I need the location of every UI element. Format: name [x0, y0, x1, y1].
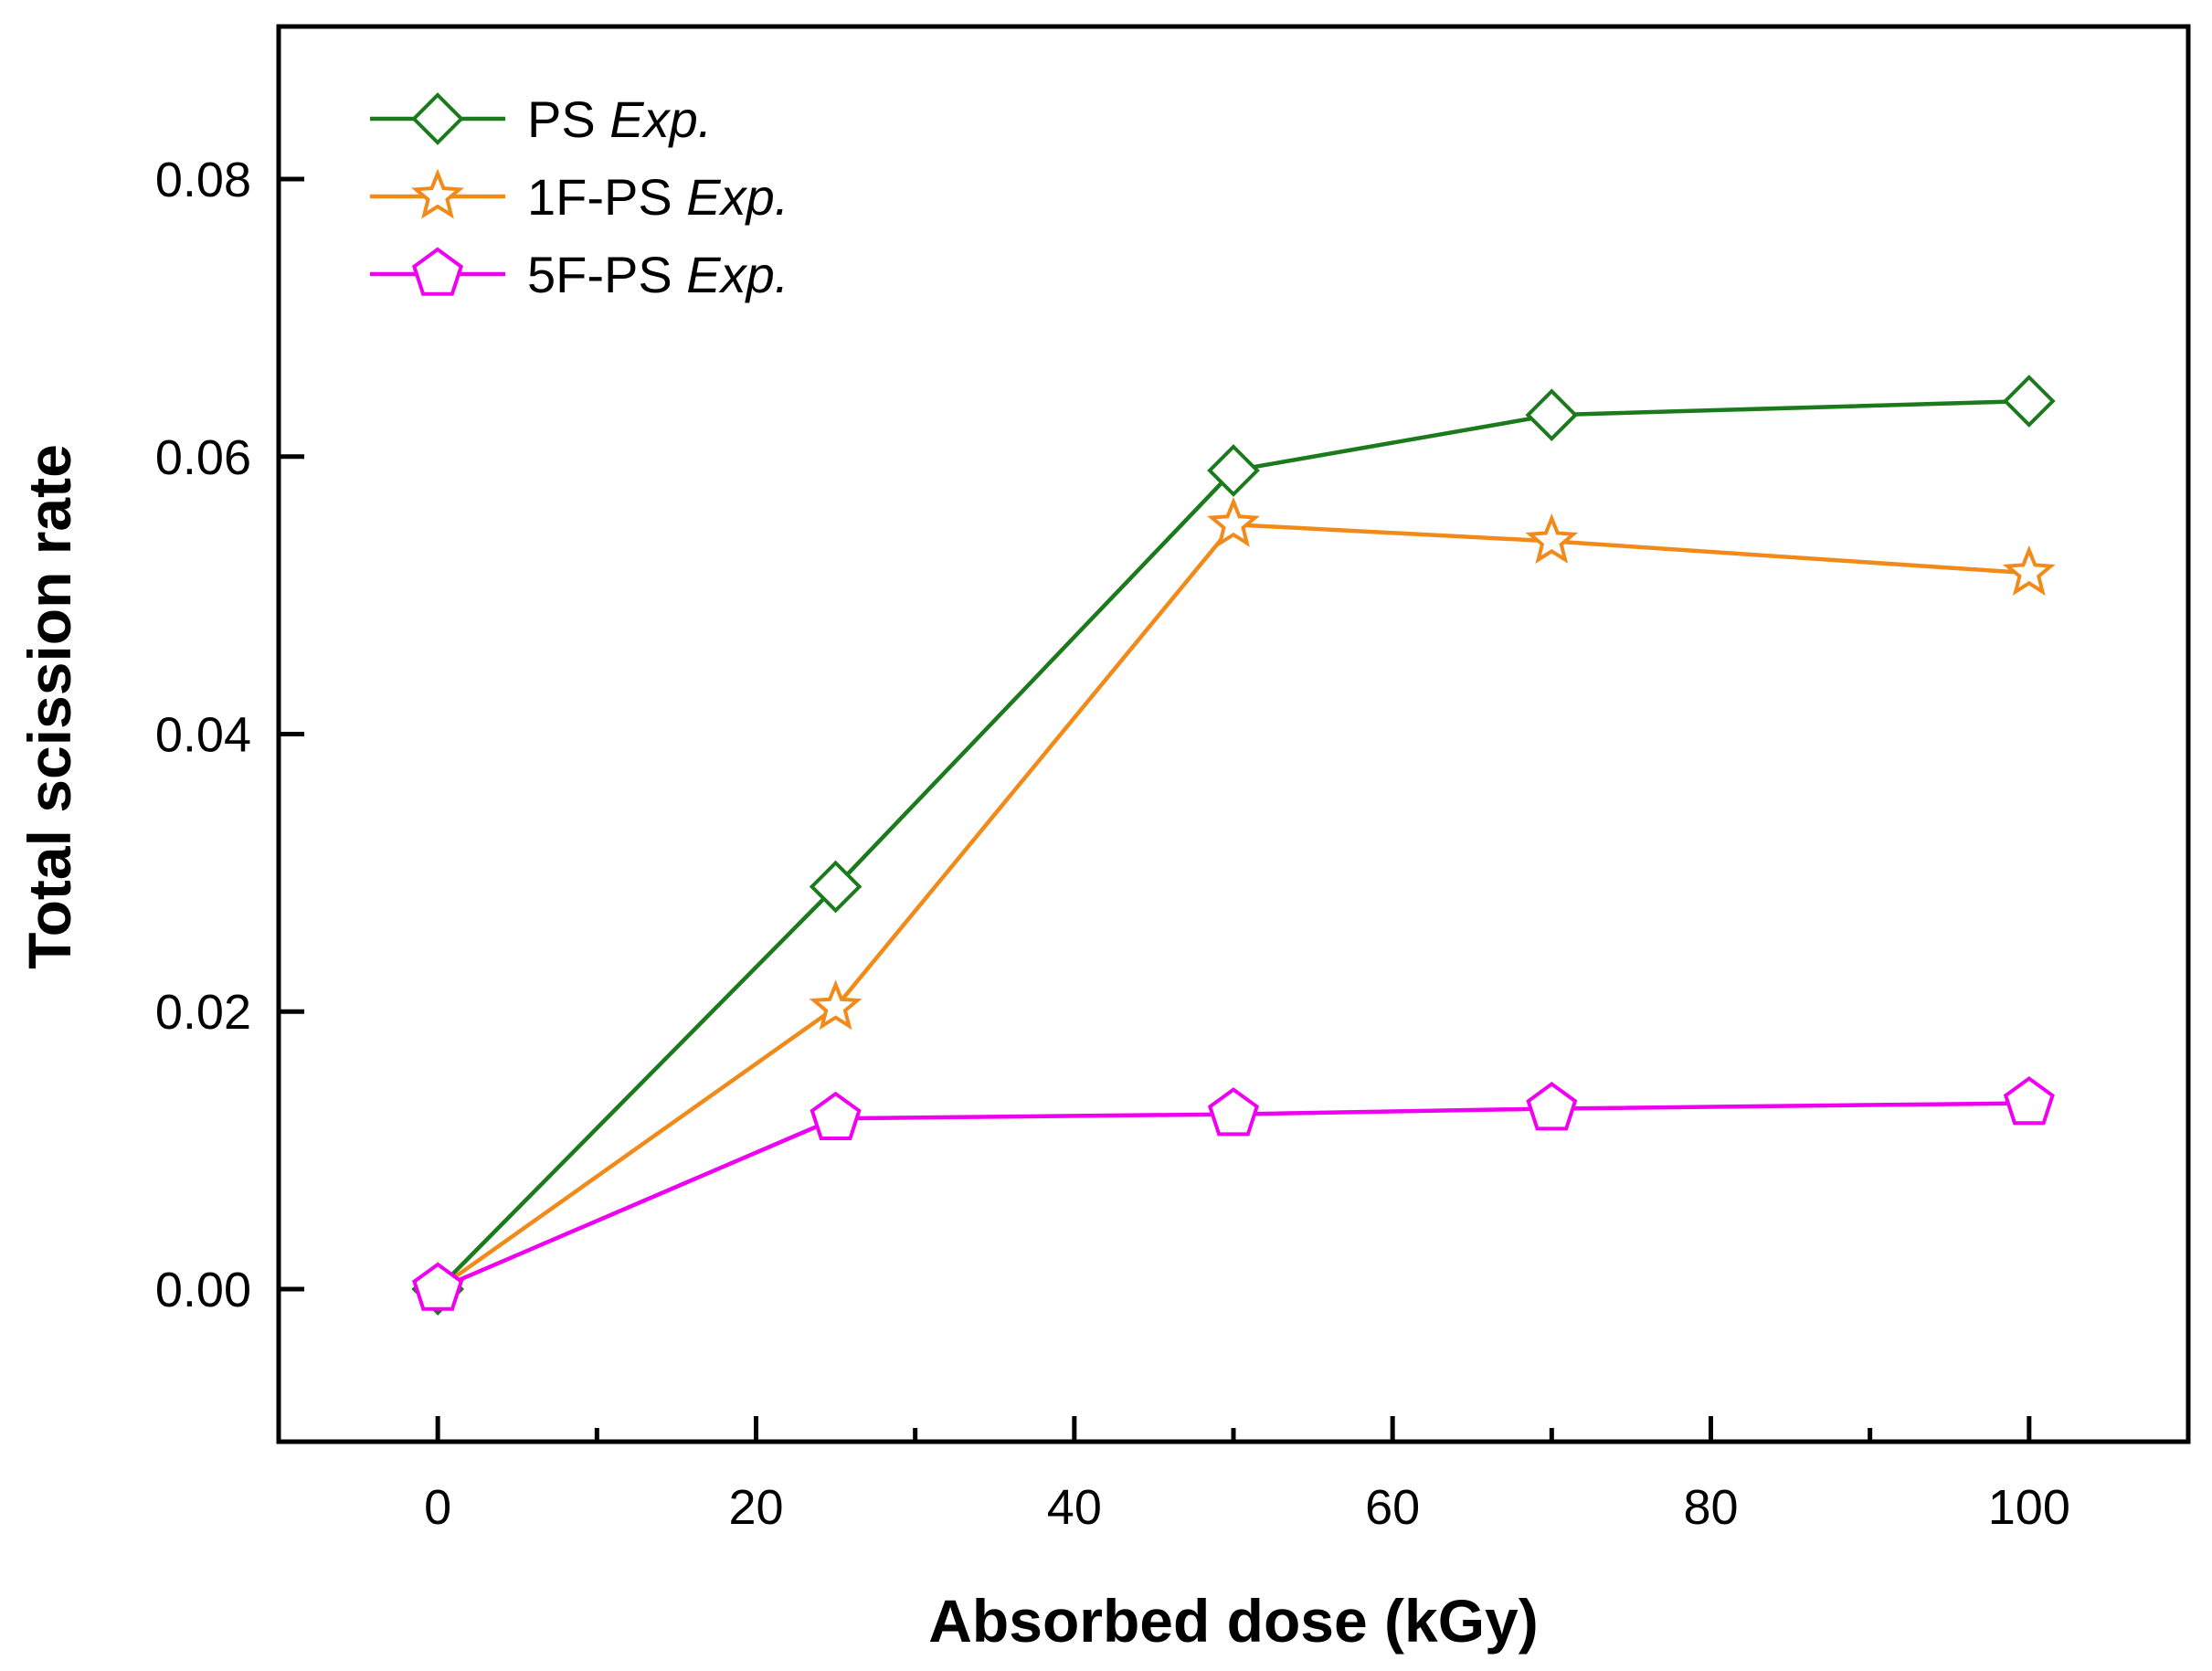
legend-label: 5F-PS Exp. [527, 246, 788, 303]
legend-item-5f-ps: 5F-PS Exp. [370, 246, 788, 303]
x-tick-label: 80 [1683, 1480, 1738, 1535]
data-point-pentagon [810, 1091, 862, 1140]
y-tick-label: 0.08 [155, 153, 251, 207]
plot-frame [276, 24, 2191, 1444]
data-point-diamond [1525, 388, 1579, 442]
x-tick-label: 60 [1365, 1480, 1420, 1535]
legend-marker-pentagon [411, 247, 464, 296]
data-point-pentagon [1526, 1082, 1578, 1131]
data-point-star [1207, 496, 1260, 547]
y-tick-label: 0.00 [155, 1263, 251, 1317]
x-tick-label: 40 [1047, 1480, 1102, 1535]
legend-marker-diamond [411, 92, 464, 145]
data-point-star [809, 979, 863, 1031]
data-point-pentagon [2003, 1076, 2055, 1126]
x-tick-label: 100 [1988, 1480, 2070, 1535]
legend-item-ps: PS Exp. [370, 90, 712, 148]
legend-marker-star [411, 168, 464, 219]
series-5f-ps [412, 1076, 2055, 1311]
data-point-pentagon [1207, 1087, 1260, 1137]
y-tick-label: 0.06 [155, 430, 251, 485]
series-layer [411, 375, 2056, 1316]
legend: PS Exp. 1F-PS Exp. 5F-PS Exp. [370, 90, 788, 303]
data-point-diamond [1207, 444, 1260, 497]
x-tick-label: 20 [728, 1480, 783, 1535]
data-point-diamond [809, 860, 863, 914]
data-point-star [2003, 545, 2056, 596]
legend-item-1f-ps: 1F-PS Exp. [370, 168, 788, 226]
y-tick-label: 0.02 [155, 985, 251, 1040]
legend-label: PS Exp. [527, 90, 712, 148]
data-point-star [1525, 513, 1579, 564]
x-axis-title: Absorbed dose (kGy) [928, 1587, 1538, 1655]
y-tick-label: 0.04 [155, 708, 251, 763]
x-tick-label: 0 [424, 1480, 451, 1535]
data-point-pentagon [412, 1262, 464, 1311]
legend-label: 1F-PS Exp. [527, 168, 788, 226]
data-point-diamond [2002, 375, 2056, 428]
series-1f-ps [411, 496, 2056, 1312]
axes-layer: 0 20 40 60 80 100 0.00 0.02 0.04 0.06 0.08 [155, 24, 2191, 1535]
y-axis-title: Total scission rate [16, 444, 83, 969]
series-line [436, 522, 2029, 1291]
